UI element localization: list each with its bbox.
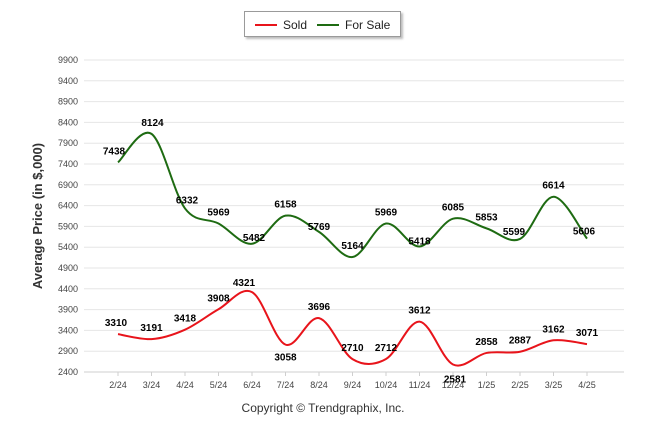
copyright-footer: Copyright © Trendgraphix, Inc. <box>241 401 405 415</box>
y-axis-title: Average Price (in $,000) <box>30 143 45 289</box>
data-label-sold: 3310 <box>105 318 128 329</box>
data-label-sold: 3418 <box>174 314 197 325</box>
y-tick-label: 7400 <box>58 159 78 169</box>
data-label-for-sale: 5769 <box>308 222 331 233</box>
series-line-sold <box>117 289 588 367</box>
data-label-for-sale: 5969 <box>375 208 398 219</box>
y-axis-ticks: 2400 2900 3400 3900 4400 4900 5400 5900 6400 6900… <box>58 55 78 377</box>
y-tick-label: 3400 <box>58 325 78 335</box>
data-label-for-sale: 6085 <box>442 203 465 214</box>
data-label-sold: 3612 <box>408 306 431 317</box>
data-label-for-sale: 5969 <box>207 208 230 219</box>
data-label-for-sale: 5164 <box>341 241 364 252</box>
x-tick-label: 12/24 <box>442 380 465 390</box>
gridlines <box>84 59 624 373</box>
y-tick-label: 6900 <box>58 180 78 190</box>
x-tick-label: 5/24 <box>210 380 228 390</box>
data-label-sold: 2858 <box>475 337 498 348</box>
y-tick-label: 2900 <box>58 346 78 356</box>
data-label-sold: 3908 <box>207 293 230 304</box>
x-tick-label: 4/24 <box>176 380 194 390</box>
x-tick-label: 10/24 <box>375 380 398 390</box>
x-tick-label: 4/25 <box>578 380 596 390</box>
data-label-for-sale: 6332 <box>176 195 199 206</box>
legend-swatch-sold <box>255 24 277 26</box>
data-label-sold: 2887 <box>509 336 532 347</box>
data-label-sold: 3162 <box>542 324 565 335</box>
data-label-sold: 4321 <box>233 278 256 289</box>
data-label-for-sale: 5482 <box>243 233 266 244</box>
data-label-sold: 3696 <box>308 302 331 313</box>
y-tick-label: 8900 <box>58 97 78 107</box>
y-tick-label: 3900 <box>58 305 78 315</box>
data-label-for-sale: 7438 <box>103 146 126 157</box>
y-tick-label: 7900 <box>58 138 78 148</box>
data-label-sold: 2712 <box>375 343 398 354</box>
y-tick-label: 4900 <box>58 263 78 273</box>
data-label-for-sale: 5599 <box>503 227 526 238</box>
data-label-for-sale: 5853 <box>475 212 498 223</box>
x-tick-label: 8/24 <box>310 380 328 390</box>
x-tick-label: 3/25 <box>545 380 563 390</box>
y-tick-label: 5400 <box>58 242 78 252</box>
y-tick-label: 9400 <box>58 76 78 86</box>
data-label-sold: 3058 <box>274 353 297 364</box>
y-tick-label: 8400 <box>58 117 78 127</box>
y-tick-label: 6400 <box>58 201 78 211</box>
data-label-sold: 2581 <box>444 374 467 385</box>
data-label-for-sale: 6614 <box>542 181 565 192</box>
x-tick-label: 11/24 <box>409 380 431 390</box>
data-label-for-sale: 5418 <box>408 236 431 247</box>
series-line-for-sale <box>117 131 588 259</box>
series-lines <box>117 131 588 367</box>
data-label-for-sale: 6158 <box>274 200 297 211</box>
data-label-sold: 3191 <box>140 323 163 334</box>
x-tick-label: 9/24 <box>344 380 362 390</box>
x-tick-label: 1/25 <box>478 380 496 390</box>
data-label-sold: 2710 <box>341 343 364 354</box>
x-tick-label: 6/24 <box>243 380 261 390</box>
y-tick-label: 5900 <box>58 221 78 231</box>
x-axis-ticks: 2/24 3/24 4/24 5/24 6/24 7/24 8/24 9/24 10/24 11/… <box>109 372 596 390</box>
data-label-sold: 3071 <box>576 328 599 339</box>
y-tick-label: 4400 <box>58 284 78 294</box>
x-tick-label: 3/24 <box>143 380 161 390</box>
legend-swatch-for-sale <box>317 24 339 26</box>
legend: Sold For Sale <box>244 11 401 37</box>
y-tick-label: 9900 <box>58 55 78 65</box>
data-label-for-sale: 8124 <box>141 118 164 129</box>
data-label-for-sale: 5606 <box>573 227 596 238</box>
legend-label-for-sale: For Sale <box>345 18 391 32</box>
legend-label-sold: Sold <box>283 18 308 32</box>
y-tick-label: 2400 <box>58 367 78 377</box>
x-tick-label: 2/24 <box>109 380 127 390</box>
x-tick-label: 7/24 <box>277 380 295 390</box>
x-tick-label: 2/25 <box>511 380 529 390</box>
